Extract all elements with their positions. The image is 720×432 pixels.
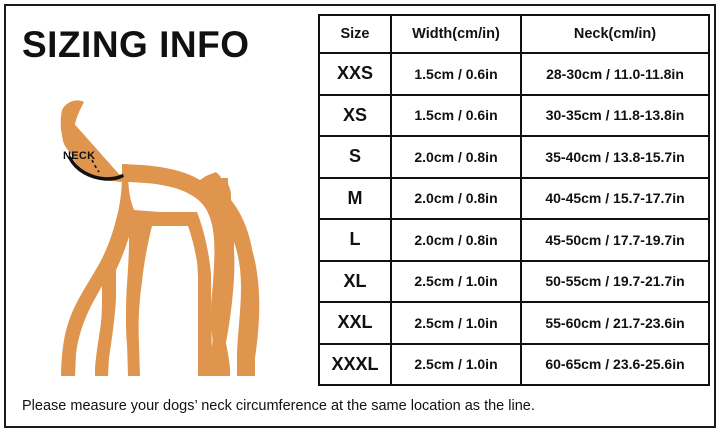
cell-neck: 45-50cm / 17.7-19.7in [520,218,710,262]
cell-size: XXS [318,52,392,96]
cell-size: M [318,176,392,220]
neck-label: NECK [63,150,96,162]
cell-width: 1.5cm / 0.6in [390,93,522,137]
cell-neck: 40-45cm / 15.7-17.7in [520,176,710,220]
cell-neck: 30-35cm / 11.8-13.8in [520,93,710,137]
cell-width: 2.5cm / 1.0in [390,342,522,386]
dog-illustration: NECK [10,80,310,380]
table-row: XS 1.5cm / 0.6in 30-35cm / 11.8-13.8in [318,93,710,137]
size-table: Size Width(cm/in) Neck(cm/in) XXS 1.5cm … [318,14,710,386]
cell-neck: 35-40cm / 13.8-15.7in [520,135,710,179]
column-header-neck: Neck(cm/in) [520,14,710,54]
size-table-wrap: Size Width(cm/in) Neck(cm/in) XXS 1.5cm … [318,14,710,386]
table-row: XXL 2.5cm / 1.0in 55-60cm / 21.7-23.6in [318,301,710,345]
cell-size: S [318,135,392,179]
cell-neck: 55-60cm / 21.7-23.6in [520,301,710,345]
cell-width: 1.5cm / 0.6in [390,52,522,96]
table-row: L 2.0cm / 0.8in 45-50cm / 17.7-19.7in [318,218,710,262]
page-border [4,4,716,428]
cell-size: XXL [318,301,392,345]
table-row: M 2.0cm / 0.8in 40-45cm / 15.7-17.7in [318,176,710,220]
cell-size: XS [318,93,392,137]
table-row: XXXL 2.5cm / 1.0in 60-65cm / 23.6-25.6in [318,342,710,386]
cell-width: 2.5cm / 1.0in [390,301,522,345]
cell-size: XL [318,259,392,303]
cell-size: L [318,218,392,262]
column-header-size: Size [318,14,392,54]
cell-width: 2.0cm / 0.8in [390,218,522,262]
table-row: XL 2.5cm / 1.0in 50-55cm / 19.7-21.7in [318,259,710,303]
cell-neck: 60-65cm / 23.6-25.6in [520,342,710,386]
page-title: SIZING INFO [22,24,250,65]
column-header-width: Width(cm/in) [390,14,522,54]
illustration-panel: SIZING INFO NECK [10,10,310,390]
table-header-row: Size Width(cm/in) Neck(cm/in) [318,14,710,54]
cell-size: XXXL [318,342,392,386]
cell-neck: 28-30cm / 11.0-11.8in [520,52,710,96]
measurement-note: Please measure your dogs’ neck circumfer… [22,398,535,414]
cell-width: 2.0cm / 0.8in [390,176,522,220]
table-row: S 2.0cm / 0.8in 35-40cm / 13.8-15.7in [318,135,710,179]
cell-neck: 50-55cm / 19.7-21.7in [520,259,710,303]
dog-silhouette-icon [60,100,260,376]
cell-width: 2.0cm / 0.8in [390,135,522,179]
table-row: XXS 1.5cm / 0.6in 28-30cm / 11.0-11.8in [318,52,710,96]
cell-width: 2.5cm / 1.0in [390,259,522,303]
